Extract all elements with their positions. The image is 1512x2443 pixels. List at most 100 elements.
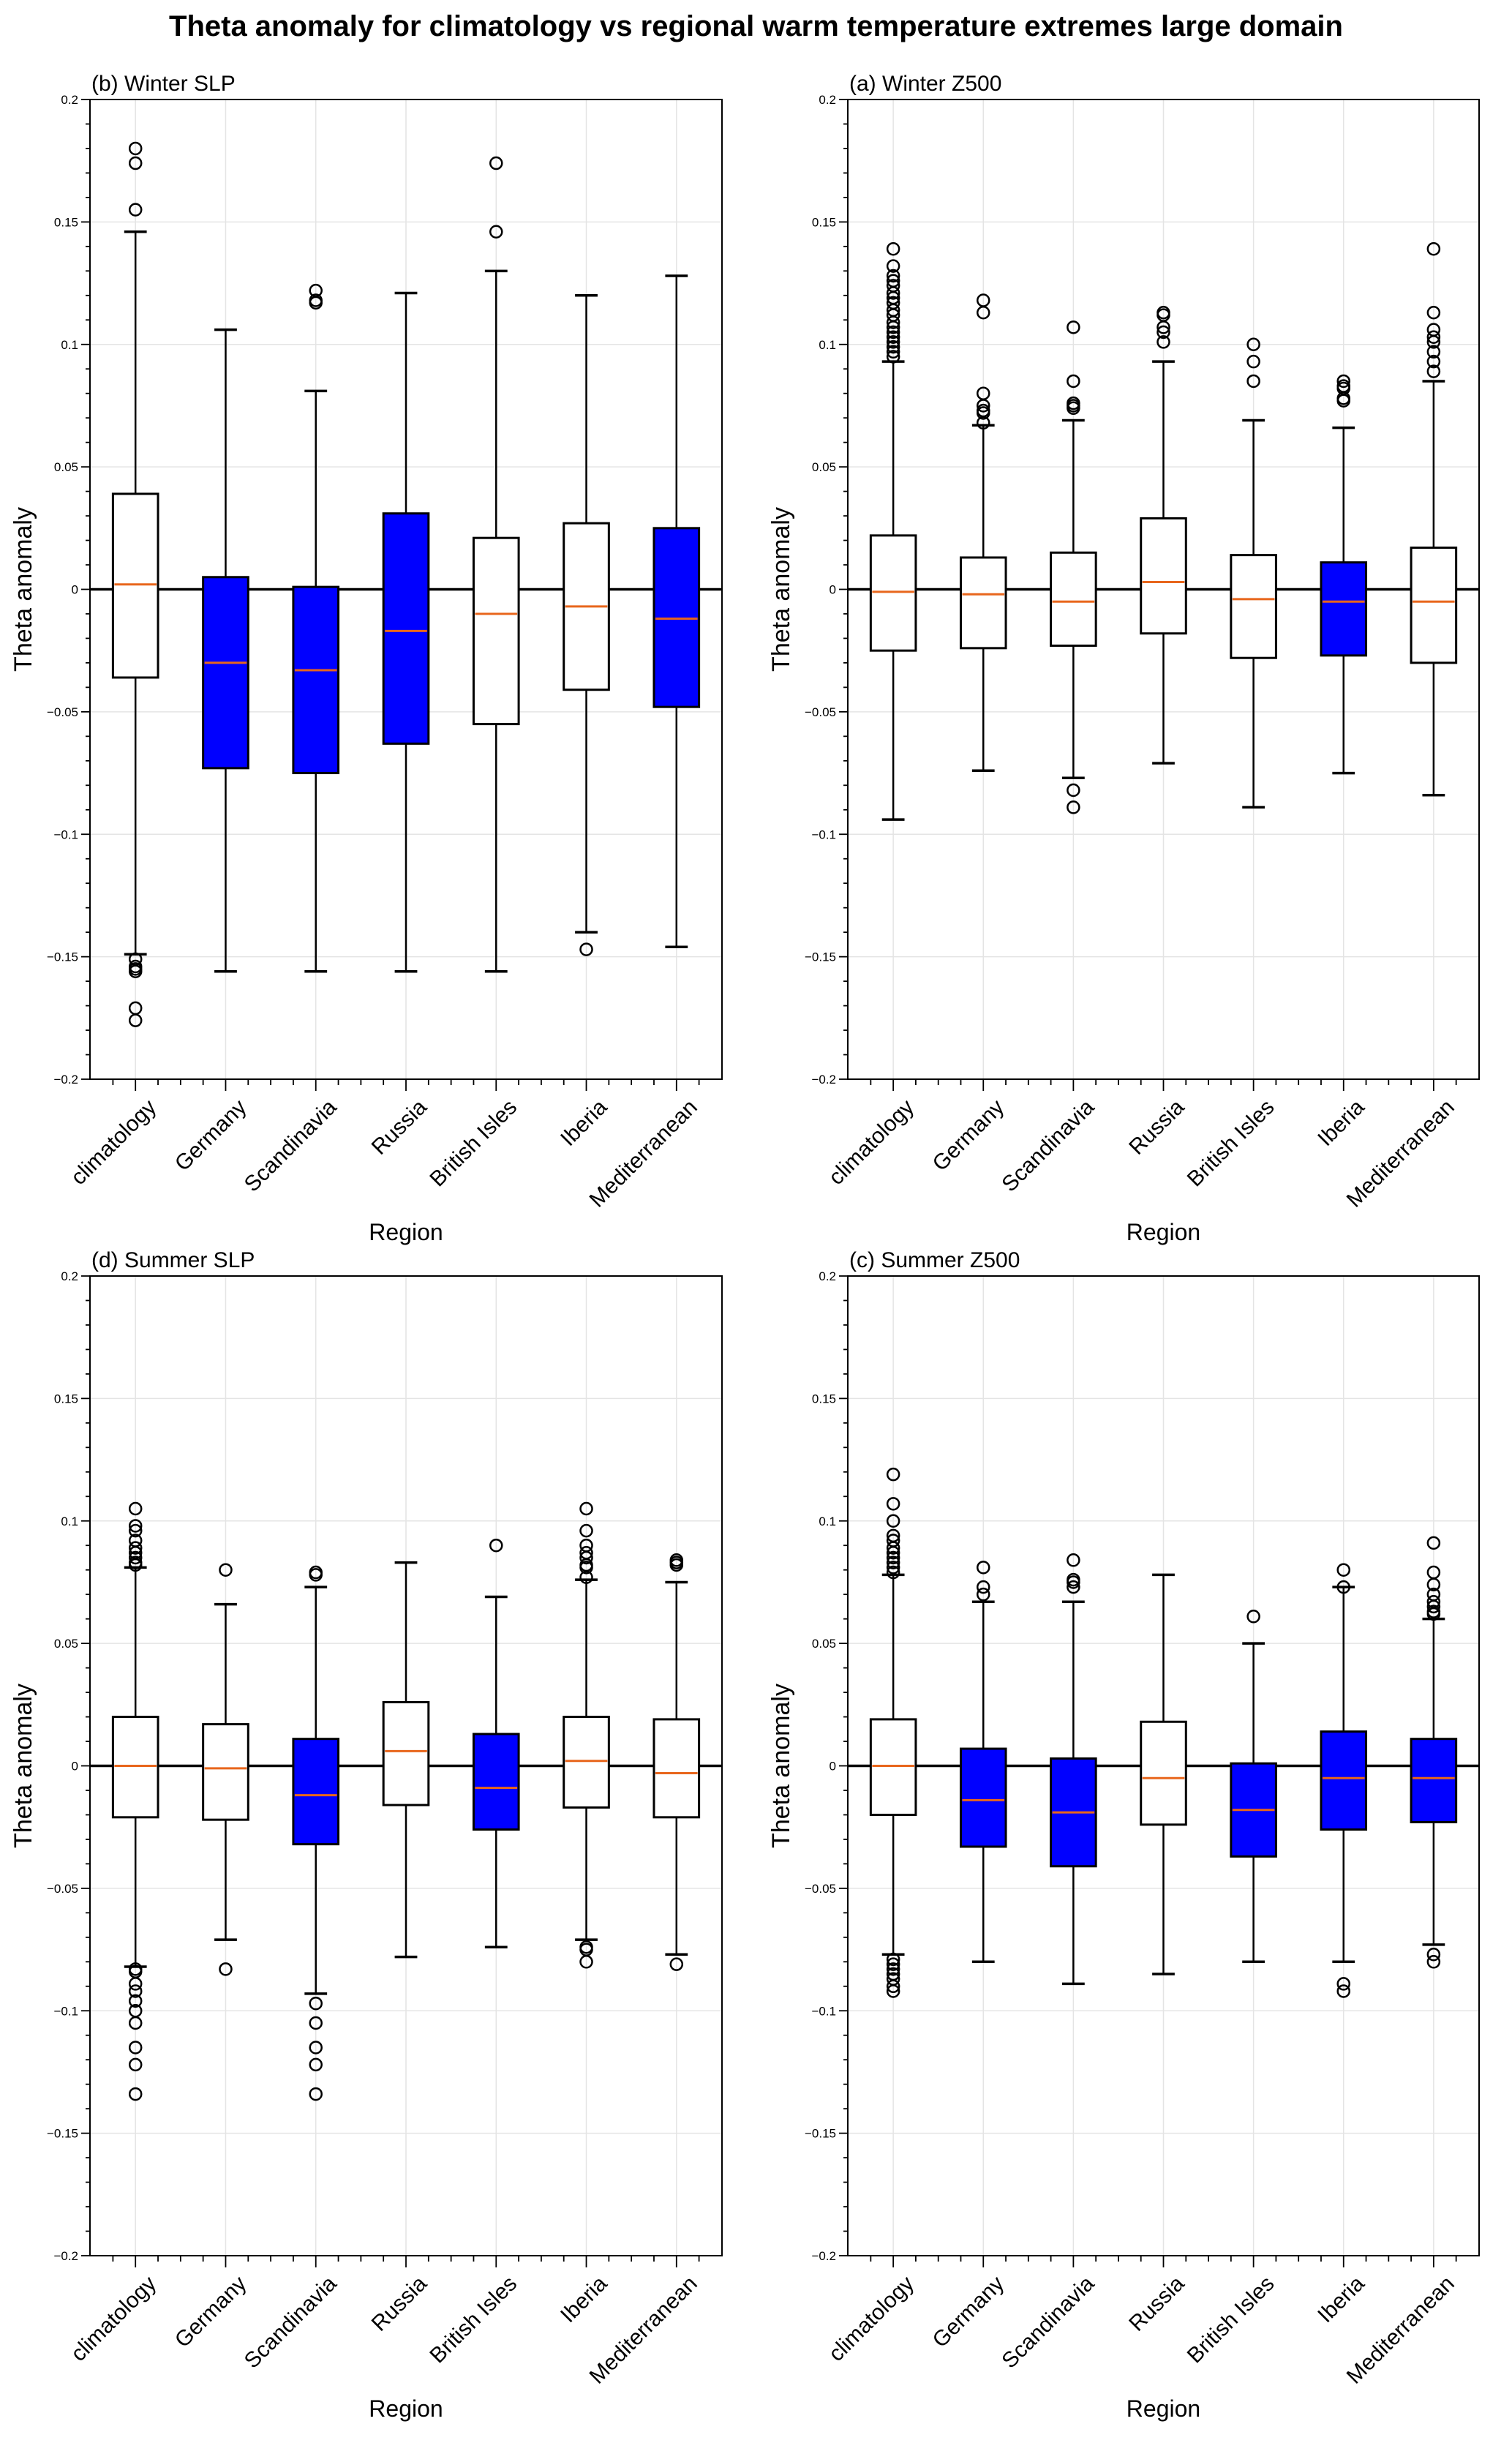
y-tick-label: 0.05 bbox=[812, 1637, 836, 1651]
x-axis-label: Region bbox=[1127, 2395, 1200, 2422]
outlier-point bbox=[489, 156, 503, 170]
y-tick-label: 0.2 bbox=[61, 93, 78, 107]
outlier-point bbox=[1067, 800, 1080, 814]
outlier-point bbox=[1426, 354, 1441, 369]
box-british-isles bbox=[472, 156, 520, 973]
panel-bottom-left: −0.2 −0.15 −0.1 −0.05 0 0.05 0.1 0.15 0.2 climato… bbox=[10, 1248, 723, 2422]
box-iqr bbox=[563, 1716, 610, 1809]
outlier-point bbox=[128, 1977, 143, 1991]
outlier-point bbox=[219, 1962, 233, 1976]
y-tick-label: 0 bbox=[830, 1760, 836, 1774]
outlier-point bbox=[886, 330, 900, 344]
outlier-point bbox=[1426, 1599, 1441, 1614]
outlier-point bbox=[219, 1563, 233, 1577]
outlier-point bbox=[886, 335, 900, 349]
box-scandinavia bbox=[1050, 320, 1097, 814]
outlier-point bbox=[886, 1550, 900, 1565]
x-tick-label: climatology bbox=[824, 1095, 919, 1190]
outlier-point bbox=[1156, 335, 1170, 349]
outlier-point bbox=[886, 1565, 900, 1580]
outlier-point bbox=[886, 1514, 900, 1528]
box-iqr bbox=[292, 1738, 340, 1846]
outlier-point bbox=[1426, 1577, 1441, 1592]
outlier-point bbox=[1067, 374, 1080, 389]
outlier-point bbox=[977, 416, 990, 430]
outlier-point bbox=[128, 203, 143, 217]
x-tick-label: climatology bbox=[824, 2272, 919, 2366]
box-germany bbox=[959, 293, 1007, 772]
y-tick-label: 0.15 bbox=[812, 215, 836, 229]
y-tick-label: 0.15 bbox=[54, 1392, 78, 1406]
outlier-point bbox=[128, 141, 143, 156]
outlier-point bbox=[886, 1952, 900, 1967]
outlier-point bbox=[579, 1523, 593, 1538]
outlier-point bbox=[1426, 305, 1441, 320]
box-iqr bbox=[1050, 551, 1097, 647]
outlier-point bbox=[1426, 1607, 1441, 1621]
outlier-point bbox=[128, 2087, 143, 2101]
outlier-point bbox=[886, 325, 900, 339]
outlier-point bbox=[309, 2041, 323, 2054]
outlier-point bbox=[1067, 401, 1080, 416]
outlier-point bbox=[579, 1561, 593, 1575]
outlier-point bbox=[977, 1561, 990, 1575]
x-tick-label: British Isles bbox=[425, 1095, 522, 1192]
outlier-point bbox=[886, 259, 900, 273]
y-tick-label: 0 bbox=[72, 583, 78, 597]
outlier-point bbox=[886, 350, 900, 364]
y-tick-label: −0.05 bbox=[805, 1882, 836, 1896]
outlier-point bbox=[579, 1550, 593, 1565]
x-tick-label: Russia bbox=[367, 2271, 432, 2335]
outlier-point bbox=[1336, 1977, 1350, 1991]
outlier-point bbox=[886, 320, 900, 334]
y-tick-label: −0.1 bbox=[811, 2004, 836, 2018]
outlier-point bbox=[1336, 1580, 1350, 1594]
outlier-point bbox=[128, 964, 143, 978]
y-tick-label: −0.05 bbox=[47, 1882, 78, 1896]
y-tick-label: 0 bbox=[830, 583, 836, 597]
outlier-point bbox=[1067, 783, 1080, 798]
box-climatology bbox=[111, 141, 159, 1027]
y-tick-label: 0.1 bbox=[61, 1515, 78, 1528]
outlier-point bbox=[1426, 335, 1441, 349]
outlier-point bbox=[128, 1523, 143, 1538]
outlier-point bbox=[669, 1558, 684, 1572]
outlier-point bbox=[886, 286, 900, 300]
outlier-point bbox=[309, 296, 323, 310]
outlier-point bbox=[1426, 364, 1441, 378]
panel-title: (a) Winter Z500 bbox=[849, 72, 1001, 96]
outlier-point bbox=[1426, 1955, 1441, 1969]
outlier-point bbox=[977, 1587, 990, 1602]
box-british-isles bbox=[472, 1538, 520, 1948]
y-tick-label: 0.05 bbox=[54, 460, 78, 474]
y-tick-label: −0.15 bbox=[47, 2127, 78, 2141]
x-axis-label: Region bbox=[1127, 1219, 1200, 1245]
y-tick-label: 0.2 bbox=[819, 1269, 836, 1283]
outlier-point bbox=[1067, 1580, 1080, 1594]
figure-title: Theta anomaly for climatology vs regiona… bbox=[169, 10, 1343, 42]
outlier-point bbox=[309, 1996, 323, 2011]
outlier-point bbox=[1426, 1536, 1441, 1550]
box-germany bbox=[202, 1563, 249, 1976]
box-iqr bbox=[959, 556, 1007, 650]
y-tick-label: −0.1 bbox=[811, 828, 836, 841]
outlier-point bbox=[886, 269, 900, 283]
y-tick-label: −0.2 bbox=[811, 2249, 836, 2263]
box-iqr bbox=[111, 1716, 159, 1819]
y-tick-label: −0.05 bbox=[47, 705, 78, 719]
x-tick-label: climatology bbox=[67, 1095, 161, 1190]
box-iqr bbox=[111, 492, 159, 679]
outlier-point bbox=[977, 305, 990, 320]
box-climatology bbox=[869, 241, 917, 821]
box-iqr bbox=[1140, 1720, 1187, 1826]
x-tick-label: Russia bbox=[367, 1095, 432, 1159]
outlier-point bbox=[128, 1013, 143, 1027]
outlier-point bbox=[886, 1467, 900, 1482]
outlier-point bbox=[1336, 394, 1350, 408]
outlier-point bbox=[886, 1962, 900, 1976]
panel-title: (b) Winter SLP bbox=[91, 72, 236, 96]
box-russia bbox=[1140, 305, 1187, 765]
box-iqr bbox=[382, 512, 430, 745]
outlier-point bbox=[1067, 1575, 1080, 1589]
